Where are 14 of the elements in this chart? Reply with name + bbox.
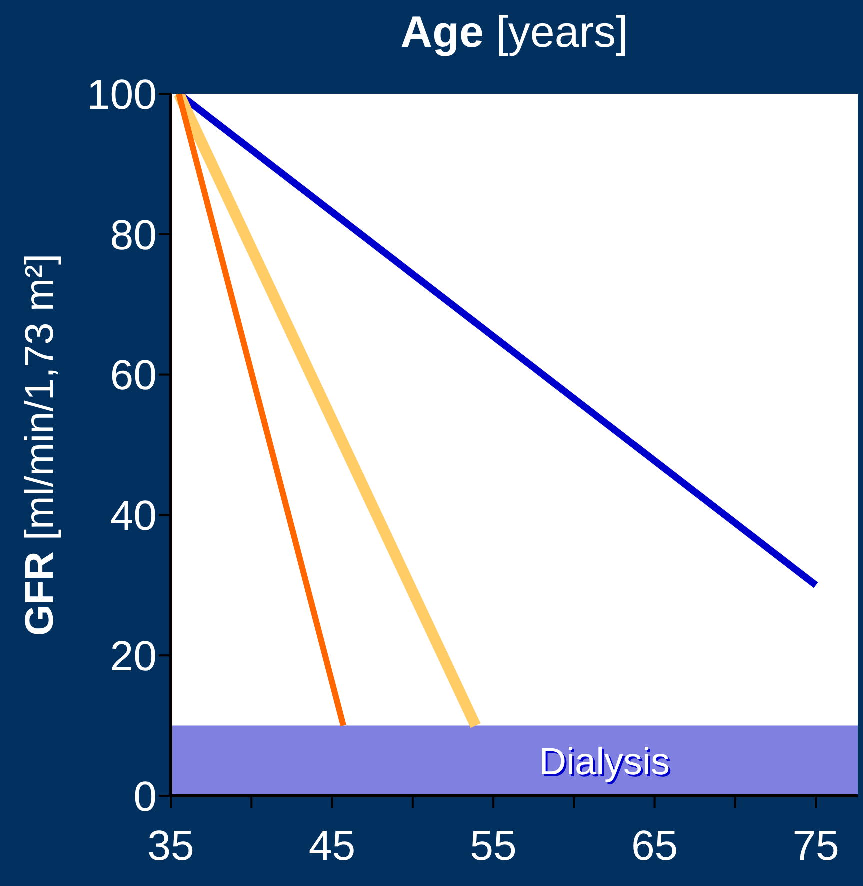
y-tick-label: 80	[110, 211, 157, 258]
band-label: Dialysis	[539, 741, 670, 784]
y-tick-label: 20	[110, 632, 157, 680]
y-tick-label: 0	[134, 772, 157, 820]
x-tick-label: 45	[308, 822, 356, 869]
x-axis-title: Age [years]	[400, 8, 630, 58]
y-tick-label: 100	[86, 70, 157, 118]
x-tick-label: 75	[792, 822, 840, 869]
x-tick-label: 65	[631, 822, 678, 869]
y-axis-title: GFR [ml/min/1,73 m²]	[18, 254, 62, 636]
y-tick-label: 40	[110, 492, 157, 540]
x-tick-label: 55	[470, 822, 517, 869]
y-tick-label: 60	[110, 352, 157, 399]
x-tick-label: 35	[148, 822, 194, 869]
